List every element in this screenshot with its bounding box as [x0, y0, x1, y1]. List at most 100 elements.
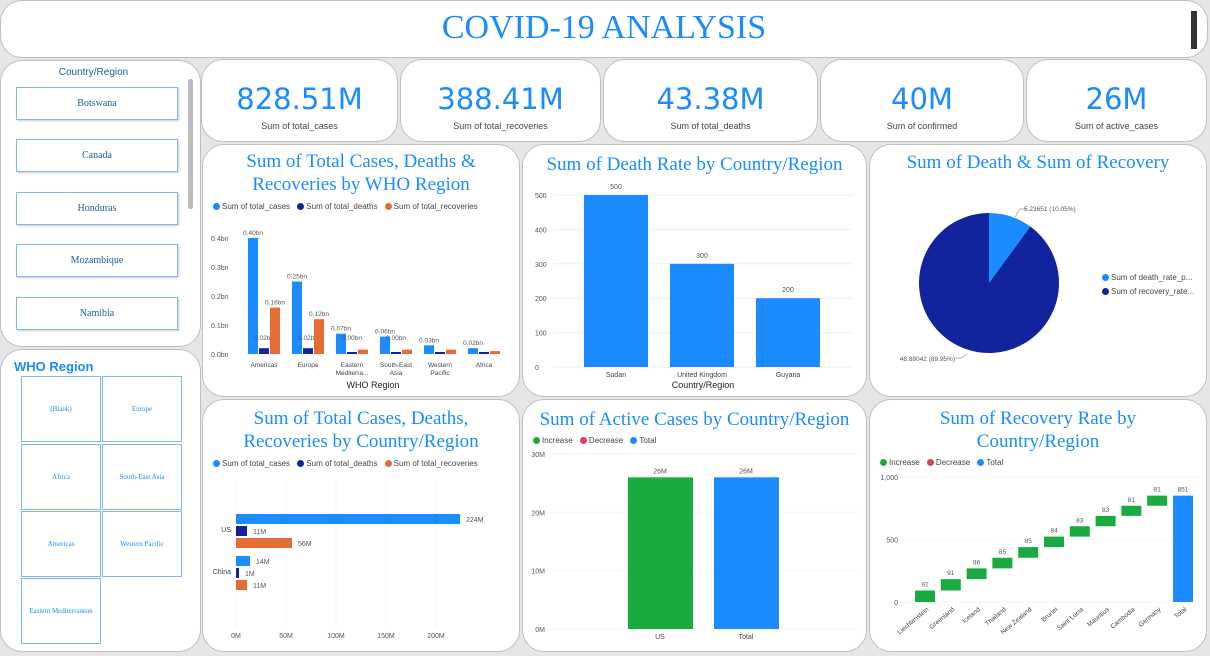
data-label: 0.25bn — [287, 274, 307, 281]
x-tick-label: Eastern — [341, 362, 364, 369]
dashboard-title: COVID-19 ANALYSIS — [441, 9, 767, 46]
bar — [1121, 505, 1142, 516]
kpi-active-cases[interactable]: 26M Sum of active_cases — [1026, 59, 1207, 142]
x-tick-label: Total — [739, 634, 754, 641]
bar — [966, 568, 987, 580]
chart-who-region[interactable]: Sum of Total Cases, Deaths & Recoveries … — [202, 144, 520, 397]
chart-title: Sum of Active Cases by Country/Region — [539, 409, 850, 430]
y-tick-label: 500 — [886, 538, 898, 545]
data-label: 1M — [245, 571, 255, 578]
x-tick-label: Asia — [390, 370, 403, 377]
kpi-value: 43.38M — [656, 82, 765, 116]
bar — [236, 526, 247, 536]
data-label: 14M — [256, 559, 270, 566]
bar — [490, 351, 500, 354]
who-tile-blank[interactable]: (Blank) — [21, 376, 101, 442]
data-label: 84 — [1050, 528, 1058, 535]
slicer-scrollbar[interactable] — [188, 79, 193, 209]
slice-label: 46.88042 (89.95%) — [900, 356, 955, 363]
bar — [424, 345, 434, 354]
bar — [756, 298, 820, 367]
data-label: 0.02bn — [463, 340, 483, 347]
bar — [584, 195, 648, 367]
chart-title: Sum of Total Cases, Deaths & Recoveries … — [246, 151, 476, 195]
chart-legend: Sum of total_cases Sum of total_deaths S… — [213, 202, 483, 211]
bar — [1018, 547, 1039, 558]
who-tile-europe[interactable]: Europe — [102, 376, 182, 442]
bar — [358, 349, 368, 354]
kpi-confirmed[interactable]: 40M Sum of confirmed — [820, 59, 1024, 142]
kpi-value: 828.51M — [236, 82, 363, 116]
bar — [714, 477, 779, 629]
data-label: 0.00bn — [342, 335, 362, 342]
y-tick-label: 300 — [535, 262, 547, 269]
data-label: 200 — [782, 287, 794, 294]
chart-country-cases[interactable]: Sum of Total Cases, Deaths, Recoveries b… — [202, 399, 520, 652]
who-tile-americas[interactable]: Americas — [21, 511, 101, 577]
x-tick-label: Liechtenstein — [896, 606, 930, 636]
legend-total-deaths: Sum of total_deaths — [306, 202, 378, 211]
slicer-item-canada[interactable]: Canada — [16, 139, 178, 172]
x-tick-label: 150M — [377, 633, 395, 640]
slicer-item-botswana[interactable]: Botswana — [16, 87, 178, 120]
scrollbar-handle[interactable] — [1191, 11, 1197, 49]
y-tick-label: 0 — [535, 365, 539, 372]
who-tile-africa[interactable]: Africa — [21, 444, 101, 510]
x-tick-label: Mediterra... — [336, 370, 369, 377]
chart-active-cases[interactable]: Sum of Active Cases by Country/Region In… — [522, 399, 867, 652]
x-tick-label: Saint Lucia — [1056, 606, 1085, 632]
chart-plot: 0M 10M 20M 30M 26M US 26M Total — [531, 452, 858, 641]
chart-death-recovery-pie[interactable]: Sum of Death & Sum of Recovery 5.23651 (… — [869, 144, 1207, 397]
bar — [236, 538, 292, 548]
chart-title: Sum of Total Cases, Deaths, Recoveries b… — [243, 408, 479, 452]
data-label: 500 — [610, 184, 622, 191]
slicer-item-honduras[interactable]: Honduras — [16, 192, 178, 225]
bar — [303, 348, 313, 354]
chart-death-rate[interactable]: Sum of Death Rate by Country/Region 0 100… — [522, 144, 867, 397]
data-label: 26M — [653, 468, 667, 475]
bar — [236, 556, 250, 566]
kpi-label: Sum of total_deaths — [670, 121, 751, 131]
x-tick-label: Cambodia — [1109, 606, 1136, 631]
slicer-item-namibia[interactable]: Namibia — [16, 297, 178, 330]
bar — [468, 348, 478, 354]
x-tick-label: Guyana — [776, 372, 801, 379]
chart-plot: 5.23651 (10.05%) 46.88042 (89.95%) — [900, 206, 1076, 363]
x-tick-label: 50M — [279, 633, 293, 640]
legend-decrease: Decrease — [588, 436, 624, 445]
y-tick-label: 0M — [535, 627, 545, 634]
slicer-item-mozambique[interactable]: Mozambique — [16, 244, 178, 277]
leader-line — [1014, 208, 1026, 218]
chart-recovery-rate[interactable]: Sum of Recovery Rate by Country/Region I… — [869, 399, 1207, 652]
kpi-total-recoveries[interactable]: 388.41M Sum of total_recoveries — [400, 59, 601, 142]
bar — [446, 349, 456, 354]
who-tile-western-pacific[interactable]: Western Pacific — [102, 511, 182, 577]
data-label: 26M — [739, 468, 753, 475]
data-label: 85 — [1025, 538, 1033, 545]
legend-decrease: Decrease — [935, 458, 971, 467]
data-label: 11M — [253, 583, 266, 590]
who-tile-eastern-mediterranean[interactable]: Eastern Mediterranean — [21, 578, 101, 644]
kpi-total-deaths[interactable]: 43.38M Sum of total_deaths — [603, 59, 818, 142]
who-tile-south-east-asia[interactable]: South-East Asia — [102, 444, 182, 510]
bar — [402, 349, 412, 354]
bar — [435, 352, 445, 354]
pie-slice — [989, 213, 1031, 283]
bar — [314, 319, 324, 354]
y-tick-label: 10M — [531, 569, 545, 576]
legend-total: Total — [639, 436, 657, 445]
data-label: 81 — [1128, 497, 1136, 504]
data-label: 0.03bn — [419, 337, 439, 344]
x-tick-label: Brunei — [1040, 606, 1059, 623]
x-tick-label: Africa — [476, 362, 493, 369]
kpi-total-cases[interactable]: 828.51M Sum of total_cases — [201, 59, 398, 142]
legend-total-recoveries: Sum of total_recoveries — [393, 459, 478, 468]
data-label: 11M — [253, 529, 266, 536]
x-tick-label: Iceland — [961, 606, 982, 625]
bar — [1147, 495, 1168, 506]
bar — [992, 557, 1013, 569]
data-label: 851 — [1178, 487, 1189, 494]
chart-plot: 0 500 1,000 92 Liechtenstein 91 Greenland 86 Ice… — [880, 475, 1200, 636]
legend-total: Total — [986, 458, 1004, 467]
chart-plot: 0.0bn 0.1bn 0.2bn 0.3bn 0.4bn 0.40bn 0.02bn 0.1… — [211, 230, 500, 390]
